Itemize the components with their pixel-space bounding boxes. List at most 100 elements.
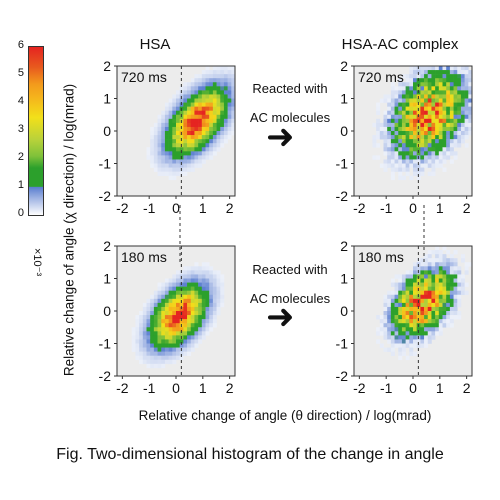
heatmap-cell [157,122,162,128]
heatmap-cell [387,131,392,136]
heatmap-cell [146,339,151,344]
heatmap-cell [387,155,392,160]
heatmap-cell [131,343,136,348]
heatmap-cell [413,262,417,267]
heatmap-cell [435,74,440,79]
heatmap-cell [424,298,429,304]
heatmap-cell [212,139,217,144]
heatmap-cell [176,323,180,328]
heatmap-cell [416,171,421,176]
heatmap-cell [212,286,217,291]
heatmap-cell [438,126,443,132]
heatmap-cell [409,110,414,116]
heatmap-cell [431,163,436,168]
heatmap-cell [150,306,155,312]
heatmap-cell [161,110,166,116]
heatmap-cell [442,135,447,140]
heatmap-cell [398,143,403,148]
heatmap-cell [390,290,395,296]
heatmap-cell [453,66,458,71]
heatmap-cell [172,106,177,111]
heatmap-cell [153,343,158,348]
heatmap-cell [435,274,440,279]
heatmap-cell [209,122,214,128]
heatmap-cell [394,294,399,300]
heatmap-cell [168,175,173,181]
heatmap-cell [438,70,443,75]
heatmap-cell [168,347,173,352]
heatmap-cell [424,94,429,99]
heatmap-cell [390,131,395,136]
heatmap-cell [227,114,232,120]
heatmap-cell [438,290,443,296]
heatmap-cell [150,163,155,168]
heatmap-cell [390,306,395,312]
heatmap-cell [453,294,458,300]
heatmap-cell [401,327,406,332]
heatmap-cell [416,159,421,164]
heatmap-cell [442,167,447,172]
heatmap-cell [453,315,458,320]
heatmap-cell [220,86,225,91]
heatmap-cell [164,110,169,116]
heatmap-cell [435,78,440,83]
heatmap-cell [460,102,465,107]
heatmap-cell [457,286,462,291]
heatmap-cell [153,327,158,332]
heatmap-cell [394,290,399,296]
heatmap-cell [457,290,462,296]
heatmap-cell [442,274,447,279]
heatmap-cell [176,110,180,116]
heatmap-cell [190,323,195,328]
panel-time-label: 720 ms [358,69,404,85]
heatmap-cell [172,331,177,336]
heatmap-cell [453,94,458,99]
heatmap-cell [409,347,414,352]
heatmap-cell [405,286,410,291]
heatmap-cell [449,74,454,79]
heatmap-cell [394,102,399,107]
heatmap-cell [187,139,192,144]
heatmap-cell [427,78,432,83]
heatmap-cell [431,335,436,340]
heatmap-cell [146,306,151,312]
heatmap-cell [209,294,214,300]
heatmap-cell [387,331,392,336]
heatmap-cell [187,343,192,348]
heatmap-cell [194,102,199,107]
heatmap-cell [435,290,440,296]
heatmap-cell [216,139,221,144]
heatmap-cell [194,147,199,152]
heatmap-cell [409,126,414,132]
heatmap-cell [405,118,410,124]
heatmap-cell [413,274,417,279]
heatmap-cell [172,327,177,332]
heatmap-cell [220,298,225,304]
heatmap-cell [231,126,236,132]
heatmap-cell [131,331,136,336]
heatmap-cell [424,98,429,103]
heatmap-cell [449,139,454,144]
heatmap-cell [187,106,192,111]
heatmap-cell [413,151,417,156]
heatmap-cell [205,114,210,120]
heatmap-cell [449,278,454,283]
heatmap-cell [398,135,403,140]
heatmap-cell [405,86,410,91]
heatmap-cell [135,319,140,324]
heatmap-cell [379,126,384,132]
heatmap-cell [416,74,421,79]
heatmap-cell [212,114,217,120]
heatmap-cell [172,143,177,148]
heatmap-cell [449,315,454,320]
heatmap-cell [401,339,406,344]
heatmap-cell [405,155,410,160]
heatmap-cell [383,126,388,132]
heatmap-cell [190,311,195,316]
heatmap-cell [209,327,214,332]
heatmap-cell [398,274,403,279]
heatmap-cell [405,319,410,324]
heatmap-cell [379,315,384,320]
heatmap-cell [135,327,140,332]
